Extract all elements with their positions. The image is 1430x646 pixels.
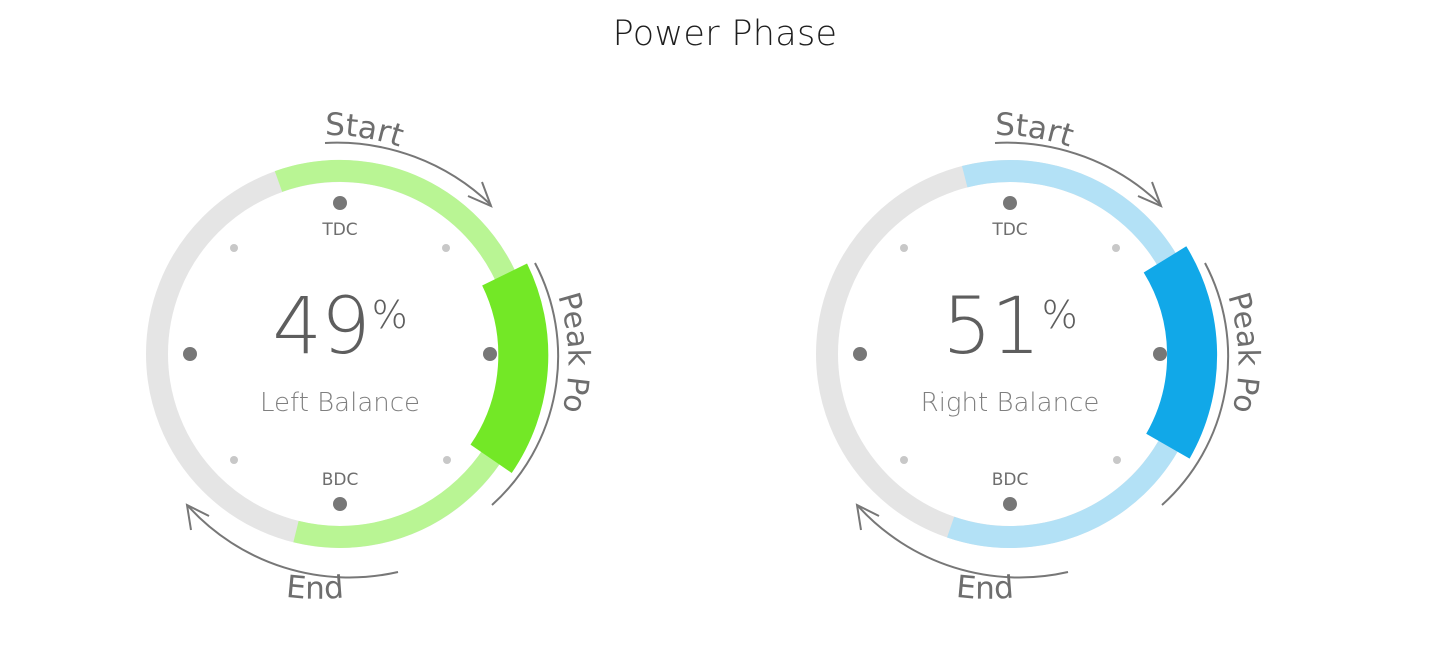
end-label: End xyxy=(955,569,1015,607)
bdc-dot xyxy=(1003,497,1017,511)
minor-tick-dot xyxy=(900,244,908,252)
right-power-phase-dial: TDC BDC Start End Peak Power 51% Right B… xyxy=(738,0,1270,646)
minor-tick-dot xyxy=(230,456,238,464)
end-arrow xyxy=(187,505,399,579)
start-arrow-head-icon xyxy=(1137,181,1163,208)
percent-unit: % xyxy=(1041,293,1078,337)
minor-tick-dot xyxy=(1112,244,1120,252)
left-tick-dot xyxy=(853,347,867,361)
peak-power-bracket xyxy=(1161,262,1230,506)
start-label: Start xyxy=(325,107,408,155)
percent-unit: % xyxy=(371,293,408,337)
end-label: End xyxy=(285,569,345,607)
bdc-label: BDC xyxy=(992,470,1029,490)
left-tick-dot xyxy=(183,347,197,361)
minor-tick-dot xyxy=(1113,456,1121,464)
balance-percentage: 51% xyxy=(750,288,1270,366)
balance-label: Left Balance xyxy=(259,388,421,418)
tdc-dot xyxy=(1003,196,1017,210)
right-tick-dot xyxy=(1153,347,1167,361)
right-tick-dot xyxy=(483,347,497,361)
peak-power-bracket xyxy=(491,262,560,506)
start-label: Start xyxy=(995,107,1078,155)
tdc-label: TDC xyxy=(321,220,357,240)
end-arrow xyxy=(857,505,1069,579)
start-arrow-head-icon xyxy=(467,181,493,208)
start-arrow xyxy=(324,141,492,206)
end-arrow-head-icon xyxy=(855,503,880,531)
bdc-label: BDC xyxy=(322,470,359,490)
balance-value: 49 xyxy=(272,282,370,372)
minor-tick-dot xyxy=(230,244,238,252)
tdc-label: TDC xyxy=(991,220,1027,240)
minor-tick-dot xyxy=(900,456,908,464)
peak-power-arc xyxy=(470,263,549,473)
page-title: Power Phase xyxy=(612,14,838,54)
minor-tick-dot xyxy=(442,244,450,252)
balance-percentage: 49% xyxy=(80,288,600,366)
bdc-dot xyxy=(333,497,347,511)
minor-tick-dot xyxy=(443,456,451,464)
balance-label: Right Balance xyxy=(920,388,1100,418)
tdc-dot xyxy=(333,196,347,210)
left-power-phase-dial: TDC BDC Start End Peak Power 49% Left Ba… xyxy=(68,0,600,646)
start-arrow xyxy=(994,141,1162,206)
peak-power-arc xyxy=(1143,246,1218,459)
balance-value: 51 xyxy=(942,282,1040,372)
end-arrow-head-icon xyxy=(185,503,210,531)
